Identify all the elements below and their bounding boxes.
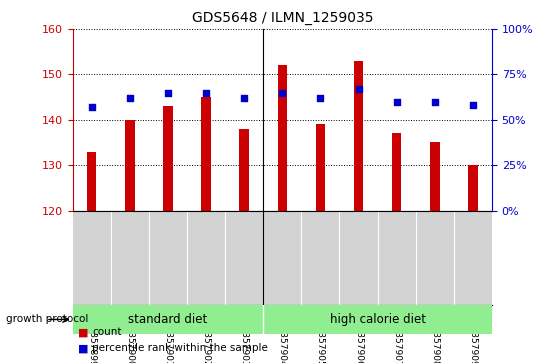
Text: percentile rank within the sample: percentile rank within the sample — [92, 343, 268, 354]
Point — [392, 99, 401, 105]
Bar — [87, 151, 97, 211]
Point — [354, 86, 363, 92]
Text: ■: ■ — [78, 343, 89, 354]
Bar — [430, 142, 439, 211]
Point — [468, 102, 477, 108]
Point — [202, 90, 211, 95]
Point — [87, 104, 96, 110]
Point — [125, 95, 134, 101]
Bar — [163, 106, 173, 211]
Bar — [316, 124, 325, 211]
Point — [430, 99, 439, 105]
Text: standard diet: standard diet — [129, 313, 207, 326]
Point — [163, 90, 172, 95]
Bar — [125, 120, 135, 211]
Bar — [354, 61, 363, 211]
Text: count: count — [92, 327, 122, 337]
Bar — [392, 133, 401, 211]
Point — [240, 95, 249, 101]
Bar — [201, 97, 211, 211]
Text: high calorie diet: high calorie diet — [330, 313, 425, 326]
Point — [278, 90, 287, 95]
Bar — [239, 129, 249, 211]
Title: GDS5648 / ILMN_1259035: GDS5648 / ILMN_1259035 — [192, 11, 373, 25]
Bar — [277, 65, 287, 211]
Bar — [468, 165, 477, 211]
Point — [316, 95, 325, 101]
Text: ■: ■ — [78, 327, 89, 337]
Text: growth protocol: growth protocol — [6, 314, 88, 325]
